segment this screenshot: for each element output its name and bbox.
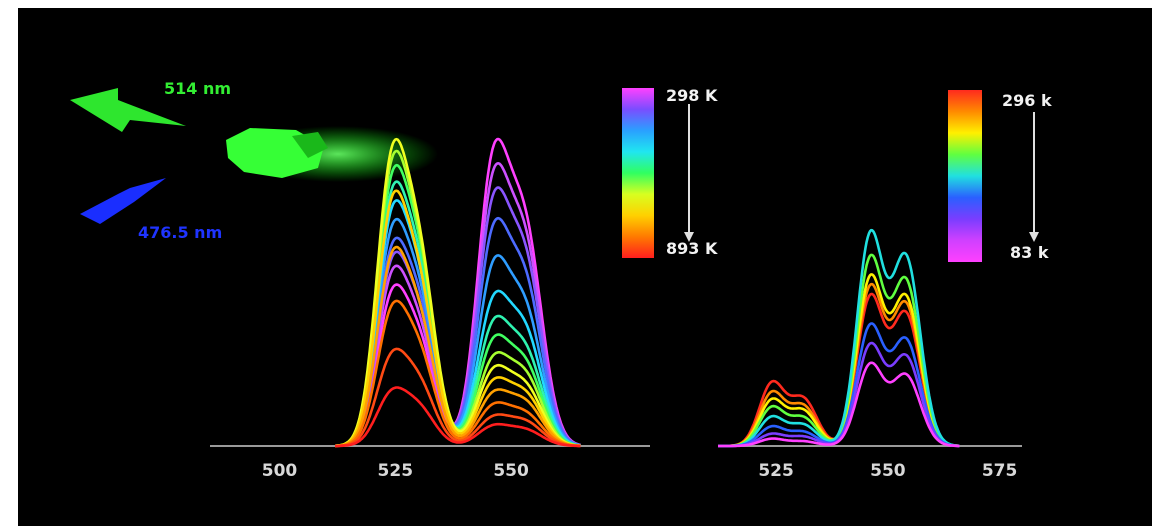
right-scale-top-label: 296 k	[1002, 91, 1052, 110]
right-x-tick-labels: 525 550 575	[758, 461, 1017, 481]
left-x-tick-labels: 500 525 550	[262, 461, 529, 481]
spectrum-line-left-14	[334, 386, 581, 448]
right-temperature-colorbar	[948, 90, 982, 262]
x-tick-label-550: 550	[870, 461, 906, 481]
green-laser-bolt-icon	[70, 88, 186, 132]
x-tick-label-525: 525	[378, 461, 414, 481]
left-spectra-series	[334, 137, 581, 448]
green-laser-label: 514 nm	[164, 79, 231, 98]
spectrum-line-left-7	[334, 163, 581, 448]
left-scale-top-label: 298 K	[666, 86, 718, 105]
blue-laser-label: 476.5 nm	[138, 223, 222, 242]
spectrum-line-left-13	[334, 347, 581, 448]
blue-laser-bolt-icon	[80, 178, 166, 224]
x-tick-label-500: 500	[262, 461, 298, 481]
spectrum-line-left-10	[334, 189, 581, 448]
spectrum-line-right-7	[717, 361, 960, 448]
left-arrow-head-icon	[684, 232, 694, 242]
spectrum-line-left-11	[334, 245, 581, 448]
left-temperature-colorbar	[622, 88, 654, 258]
spectrum-line-right-4	[717, 228, 960, 448]
x-tick-label-550: 550	[493, 461, 529, 481]
left-scale-bottom-label: 893 K	[666, 239, 718, 258]
spectrum-line-left-12	[334, 299, 581, 448]
right-spectra-series	[717, 228, 960, 448]
x-tick-label-575: 575	[982, 461, 1018, 481]
spectrum-line-left-9	[334, 137, 581, 448]
spectra-plot: 514 nm 476.5 nm 500 525 550 525 550 575 298 …	[70, 79, 1052, 481]
right-arrow-head-icon	[1029, 232, 1039, 242]
figure-panel: 514 nm 476.5 nm 500 525 550 525 550 575 298 …	[18, 8, 1152, 526]
x-tick-label-525: 525	[758, 461, 794, 481]
right-scale-bottom-label: 83 k	[1010, 243, 1049, 262]
